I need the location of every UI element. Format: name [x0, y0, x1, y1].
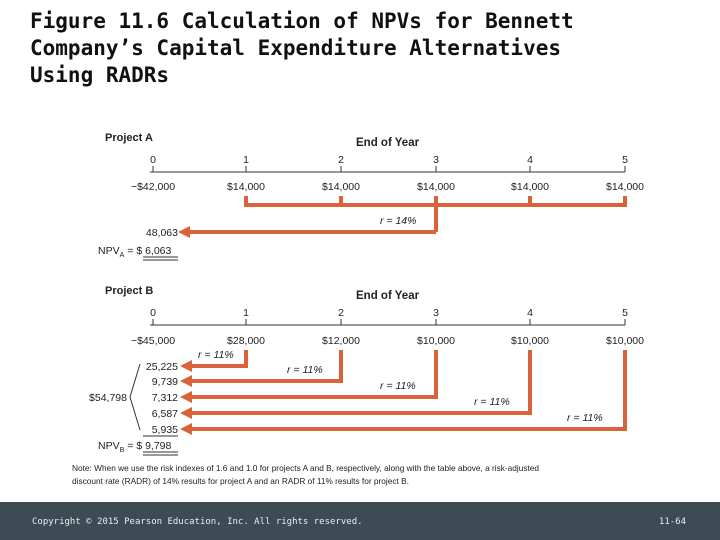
project-b-pv: 5,935: [152, 424, 178, 436]
project-a-flow: $14,000: [322, 181, 360, 193]
slide-title: Figure 11.6 Calculation of NPVs for Benn…: [30, 8, 690, 89]
project-a-flow: $14,000: [417, 181, 455, 193]
left-angle-bracket: [129, 363, 141, 431]
footer-copyright: Copyright © 2015 Pearson Education, Inc.…: [32, 517, 363, 527]
project-b-flow: $10,000: [417, 335, 455, 347]
footer-bar: Copyright © 2015 Pearson Education, Inc.…: [0, 502, 720, 540]
title-line-1: Figure 11.6 Calculation of NPVs for Benn…: [30, 9, 574, 33]
project-b-ticks: [152, 319, 626, 325]
project-b-year: 5: [622, 307, 628, 319]
npv-prefix: NPV: [98, 245, 120, 257]
project-a-ticks: [152, 166, 626, 172]
project-a-year: 1: [243, 154, 249, 166]
project-b-year: 4: [527, 307, 533, 319]
project-a-year: 3: [433, 154, 439, 166]
project-b-pv: 9,739: [152, 376, 178, 388]
project-b-pv: 7,312: [152, 392, 178, 404]
npv-subscript: A: [120, 252, 125, 259]
project-b-rate: r = 11%: [567, 412, 603, 424]
project-b-flow: $10,000: [606, 335, 644, 347]
npv-value: = $ 9,798: [127, 440, 171, 452]
project-b-pv: 6,587: [152, 408, 178, 420]
npv-subscript: B: [120, 447, 125, 454]
project-a-label: Project A: [105, 132, 153, 144]
project-b-year: 3: [433, 307, 439, 319]
npv-value: = $ 6,063: [127, 245, 171, 257]
footer-page-number: 11-64: [658, 517, 686, 527]
project-b-flow: $10,000: [511, 335, 549, 347]
project-a-year: 2: [338, 154, 344, 166]
project-b-pv: 25,225: [146, 361, 178, 373]
project-a-year: 0: [150, 154, 156, 166]
project-a-pv: 48,063: [146, 227, 178, 239]
project-b-rate: r = 11%: [198, 349, 234, 361]
project-b-rate: r = 11%: [380, 380, 416, 392]
title-line-3: Using RADRs: [30, 63, 170, 87]
title-line-2: Company’s Capital Expenditure Alternativ…: [30, 36, 562, 60]
project-a-discount-bracket: [188, 196, 627, 234]
project-a-rate: r = 14%: [380, 215, 416, 227]
project-a-flow: $14,000: [606, 181, 644, 193]
npv-prefix: NPV: [98, 440, 120, 452]
project-a-flow: −$42,000: [131, 181, 175, 193]
project-a-year: 4: [527, 154, 533, 166]
project-a-flow: $14,000: [227, 181, 265, 193]
project-b-year: 0: [150, 307, 156, 319]
project-b-flow: −$45,000: [131, 335, 175, 347]
project-b-flow: $28,000: [227, 335, 265, 347]
project-a-arrowhead: [178, 226, 190, 238]
project-b-arrowheads: [180, 360, 192, 435]
project-a-flow: $14,000: [511, 181, 549, 193]
project-a-npv-label: NPVA = $ 6,063: [98, 245, 172, 259]
note-line-2: discount rate (RADR) of 14% results for …: [72, 476, 409, 486]
project-b-discount-arrows: [190, 350, 627, 431]
project-b-year: 1: [243, 307, 249, 319]
project-b-header: End of Year: [356, 290, 420, 302]
project-b-flow: $12,000: [322, 335, 360, 347]
project-b-year: 2: [338, 307, 344, 319]
project-a-header: End of Year: [356, 137, 420, 149]
note-line-1: Note: When we use the risk indexes of 1.…: [72, 463, 539, 473]
project-a-year: 5: [622, 154, 628, 166]
project-b-total: $54,798: [89, 392, 127, 404]
project-b-npv-label: NPVB = $ 9,798: [98, 440, 172, 454]
project-b-rate: r = 11%: [474, 396, 510, 408]
project-b-label: Project B: [105, 285, 153, 297]
project-b-rate: r = 11%: [287, 364, 323, 376]
npv-figure: Project A End of Year 0 1 2 3 4 5 −$42,0…: [72, 132, 644, 486]
